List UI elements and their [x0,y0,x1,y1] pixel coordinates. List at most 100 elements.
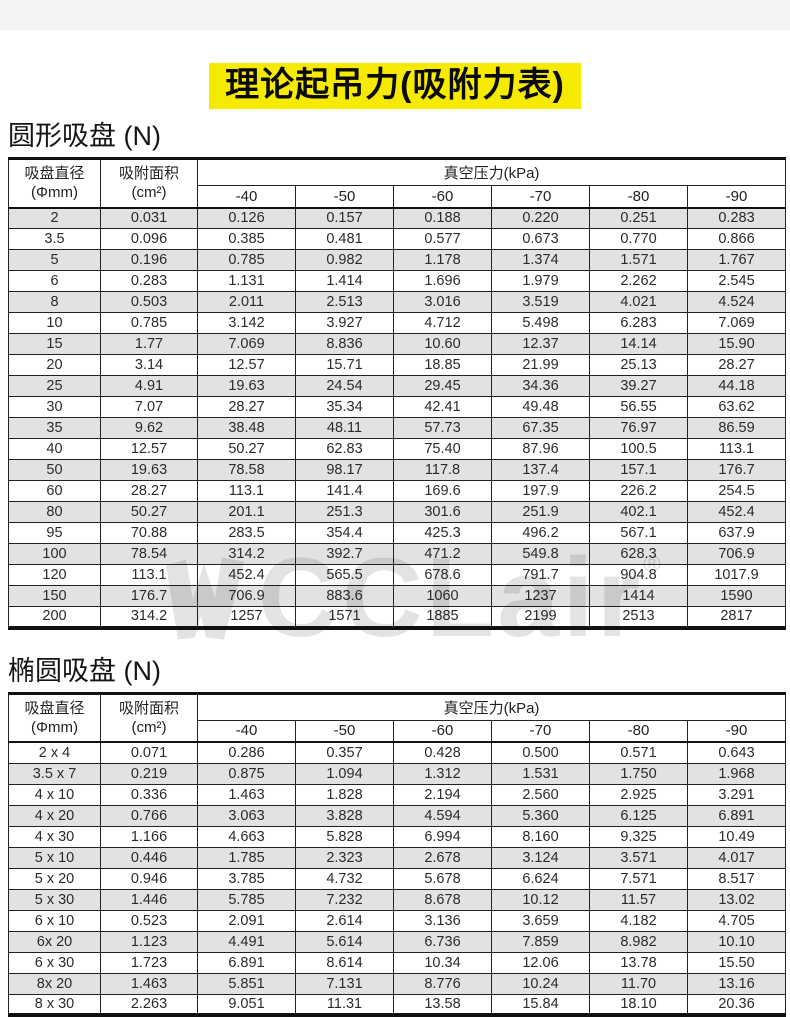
table-cell: 62.83 [296,439,394,460]
table-cell: 4.021 [590,292,688,313]
table-cell: 1.123 [101,931,198,952]
table-cell: 15.71 [296,355,394,376]
title-area: 理论起吊力(吸附力表) [0,63,790,109]
table-cell: 25 [9,376,101,397]
table-cell: 251.9 [492,502,590,523]
table-cell: 9.62 [101,418,198,439]
table-cell: 0.946 [101,868,198,889]
table-cell: 5 [9,250,101,271]
table-cell: 0.503 [101,292,198,313]
table-cell: 354.4 [296,523,394,544]
table-cell: 8x 20 [9,973,101,994]
table-cell: 4.594 [394,805,492,826]
table-cell: 1885 [394,607,492,628]
table-cell: 6.125 [590,805,688,826]
table-cell: 8.678 [394,889,492,910]
column-header-vacuum-pressure: 真空压力(kPa) [198,693,786,720]
table-cell: 137.4 [492,460,590,481]
table-cell: 2.513 [296,292,394,313]
table-cell: 7.069 [198,334,296,355]
pressure-col--70: -70 [492,186,590,208]
table-cell: 10.34 [394,952,492,973]
table-cell: 1.094 [296,763,394,784]
table-cell: 1.979 [492,271,590,292]
table-cell: 39.27 [590,376,688,397]
table-cell: 28.27 [101,481,198,502]
table-cell: 452.4 [198,565,296,586]
table-cell: 169.6 [394,481,492,502]
table-cell: 12.06 [492,952,590,973]
table-cell: 3.571 [590,847,688,868]
table-cell: 678.6 [394,565,492,586]
table-cell: 1.968 [688,763,786,784]
table-cell: 0.428 [394,742,492,763]
table-cell: 14.14 [590,334,688,355]
table-cell: 0.283 [688,208,786,229]
table-cell: 13.02 [688,889,786,910]
table-cell: 38.48 [198,418,296,439]
table-cell: 8 x 30 [9,994,101,1015]
table-cell: 3.136 [394,910,492,931]
table-cell: 9.325 [590,826,688,847]
table-cell: 6.624 [492,868,590,889]
table-cell: 141.4 [296,481,394,502]
table-cell: 120 [9,565,101,586]
table-cell: 3.659 [492,910,590,931]
table-cell: 0.875 [198,763,296,784]
table-cell: 314.2 [101,607,198,628]
table-cell: 3.291 [688,784,786,805]
table-cell: 67.35 [492,418,590,439]
table-cell: 6.891 [688,805,786,826]
pressure-col--50: -50 [296,186,394,208]
table-cell: 157.1 [590,460,688,481]
table-cell: 5.785 [198,889,296,910]
table-cell: 0.188 [394,208,492,229]
table-cell: 19.63 [101,460,198,481]
table-cell: 0.336 [101,784,198,805]
table-cell: 60 [9,481,101,502]
table-cell: 8.160 [492,826,590,847]
table-cell: 1.696 [394,271,492,292]
top-gray-strip [0,0,790,30]
table-cell: 201.1 [198,502,296,523]
table-cell: 95 [9,523,101,544]
table-cell: 11.70 [590,973,688,994]
column-header-diameter: 吸盘直径 (Φmm) [9,159,101,208]
page-title: 理论起吊力(吸附力表) [209,63,581,109]
table-cell: 628.3 [590,544,688,565]
table-cell: 5 x 30 [9,889,101,910]
table-cell: 113.1 [101,565,198,586]
table-cell: 1.531 [492,763,590,784]
section-heading-circular: 圆形吸盘 (N) [8,119,790,153]
table-cell: 30 [9,397,101,418]
table-cell: 3.5 [9,229,101,250]
table-cell: 2.560 [492,784,590,805]
table-cell: 7.069 [688,313,786,334]
table-cell: 19.63 [198,376,296,397]
table-cell: 0.219 [101,763,198,784]
header-diameter-line2: (Φmm) [9,718,100,737]
table-cell: 2.614 [296,910,394,931]
table-cell: 4.491 [198,931,296,952]
table-cell: 15.84 [492,994,590,1015]
table-cell: 7.232 [296,889,394,910]
table-cell: 0.770 [590,229,688,250]
header-diameter-line1: 吸盘直径 [9,164,100,183]
table-cell: 0.385 [198,229,296,250]
table-cell: 7.07 [101,397,198,418]
table-cell: 35 [9,418,101,439]
table-cell: 0.446 [101,847,198,868]
table-cell: 2.925 [590,784,688,805]
table-cell: 0.157 [296,208,394,229]
table-cell: 5.360 [492,805,590,826]
table-cell: 29.45 [394,376,492,397]
table-cell: 50.27 [101,502,198,523]
pressure-col--80: -80 [590,720,688,742]
